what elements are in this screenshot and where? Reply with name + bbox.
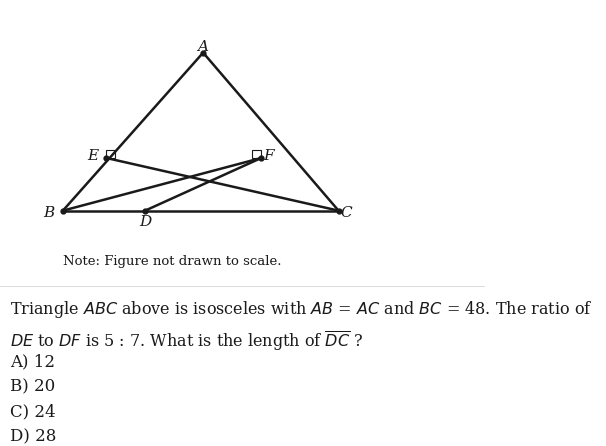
Text: B) 20: B) 20 <box>10 379 55 396</box>
Text: C) 24: C) 24 <box>10 404 55 421</box>
Text: Triangle $ABC$ above is isosceles with $AB$ = $AC$ and $BC$ = 48. The ratio of: Triangle $ABC$ above is isosceles with $… <box>10 299 592 320</box>
Text: $DE$ to $DF$ is 5 : 7. What is the length of $\overline{DC}$ ?: $DE$ to $DF$ is 5 : 7. What is the lengt… <box>10 329 363 353</box>
Text: Note: Figure not drawn to scale.: Note: Figure not drawn to scale. <box>63 255 281 268</box>
Text: D: D <box>139 215 152 229</box>
Text: E: E <box>87 149 98 163</box>
Text: A) 12: A) 12 <box>10 354 55 371</box>
Text: B: B <box>43 206 54 220</box>
Text: D) 28: D) 28 <box>10 429 56 446</box>
Text: F: F <box>264 149 275 163</box>
Text: A: A <box>198 40 208 54</box>
Text: C: C <box>341 206 352 220</box>
